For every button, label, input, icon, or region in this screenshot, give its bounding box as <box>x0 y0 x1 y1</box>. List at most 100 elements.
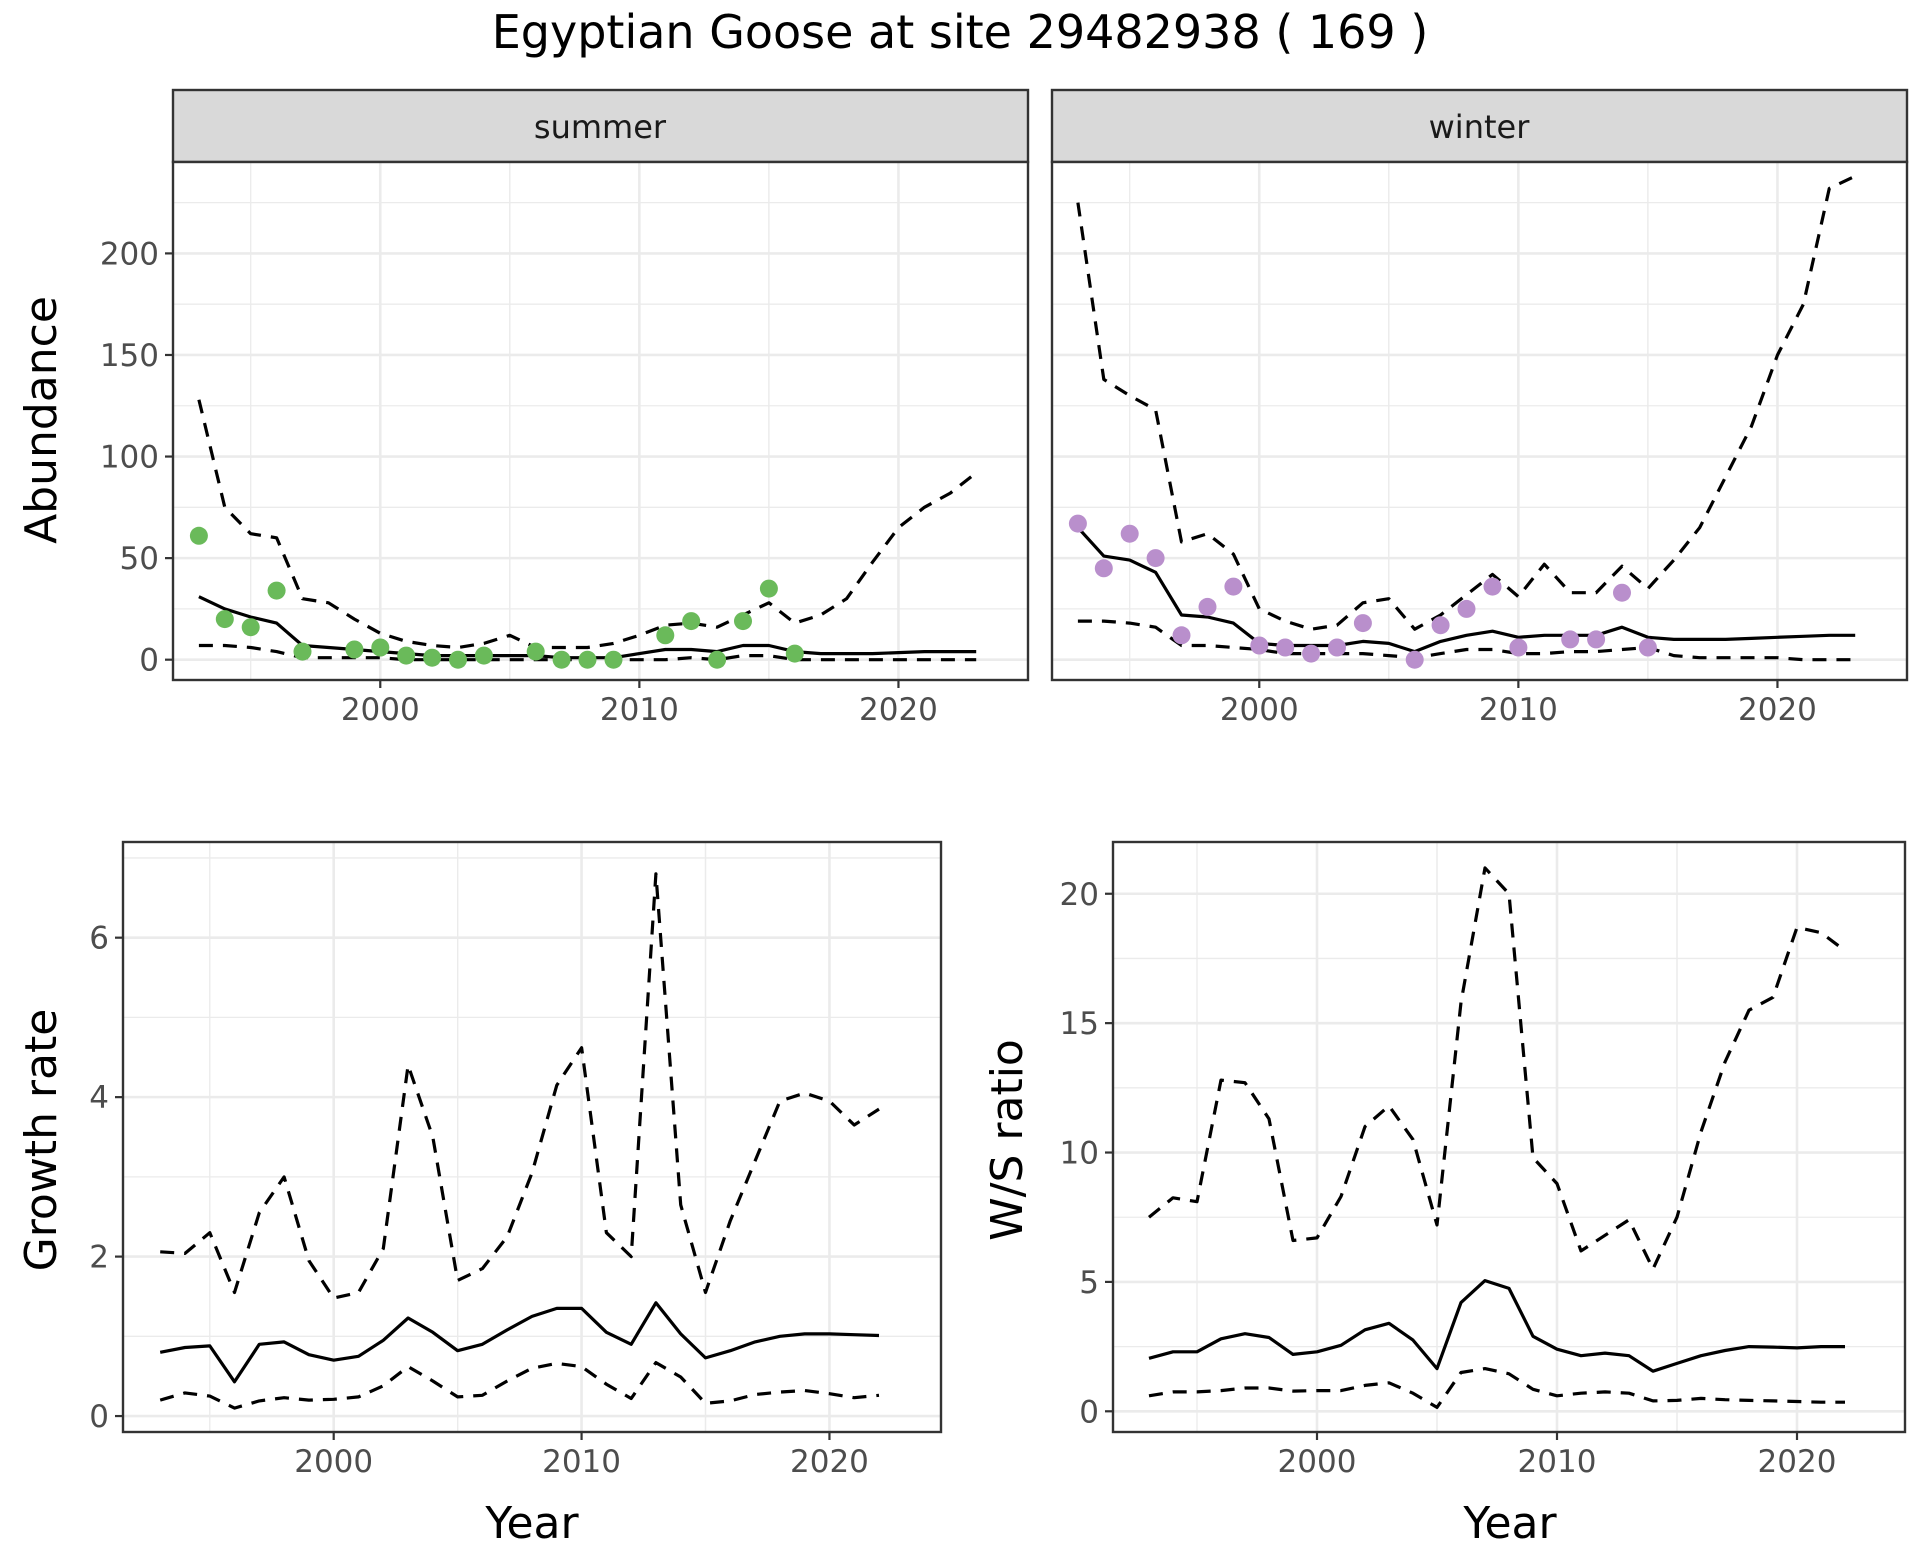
observed-count-point <box>371 638 390 657</box>
observed-count-point <box>241 618 260 637</box>
growth-rate-x-axis-title: Year <box>484 1498 579 1549</box>
observed-count-point <box>345 640 364 659</box>
observed-count-point <box>1561 630 1580 649</box>
x-tick-label: 2020 <box>859 692 938 728</box>
x-tick-label: 2010 <box>1479 692 1558 728</box>
plot-frame <box>121 840 943 1434</box>
observed-count-point <box>1302 644 1321 663</box>
observed-count-point <box>474 646 493 665</box>
observed-count-point <box>708 650 727 669</box>
observed-count-point <box>189 526 208 545</box>
observed-count-point <box>1172 626 1191 645</box>
observed-count-point <box>656 626 675 645</box>
observed-count-point <box>1250 636 1269 655</box>
observed-count-point <box>1587 630 1606 649</box>
observed-count-point <box>1405 650 1424 669</box>
observed-count-point <box>552 650 571 669</box>
upper-ci-line <box>160 872 880 1300</box>
x-tick-label: 2000 <box>294 1444 373 1480</box>
summer-strip-label: summer <box>534 108 667 146</box>
summer-strip <box>171 88 1030 164</box>
y-tick-label: 0 <box>139 643 159 679</box>
observed-count-point <box>215 610 234 629</box>
observed-count-point <box>1457 599 1476 618</box>
upper-ci-line <box>197 399 978 650</box>
estimate-line <box>159 1301 880 1384</box>
y-tick-label: 2 <box>89 1240 109 1276</box>
observed-count-point <box>293 642 312 661</box>
observed-count-point <box>1146 549 1165 568</box>
lower-ci-line <box>159 1361 880 1410</box>
x-tick-label: 2020 <box>1758 1444 1837 1480</box>
observed-count-point <box>1120 524 1139 543</box>
plot-frame <box>171 160 1030 682</box>
y-tick-label: 20 <box>1060 877 1099 913</box>
observed-count-point <box>423 648 442 667</box>
x-tick-label: 2010 <box>1518 1444 1597 1480</box>
observed-count-point <box>526 642 545 661</box>
observed-count-point <box>267 581 286 600</box>
summer-abundance-panel: summer 2000 2010 2020 0 50 100 150 200 <box>100 88 1030 728</box>
y-tick-label: 200 <box>100 236 159 272</box>
observed-count-point <box>1509 638 1528 657</box>
figure-title: Egyptian Goose at site 29482938 ( 169 ) <box>492 5 1429 59</box>
y-tick-label: 6 <box>89 921 109 957</box>
growth-rate-y-axis-title: Growth rate <box>16 1009 67 1272</box>
x-tick-label: 2010 <box>542 1444 621 1480</box>
observed-count-point <box>449 650 467 669</box>
plot-background <box>1052 162 1907 680</box>
y-tick-label: 5 <box>1079 1265 1099 1301</box>
observed-count-point <box>734 612 752 631</box>
y-tick-label: 0 <box>89 1399 109 1435</box>
y-tick-label: 10 <box>1060 1136 1099 1172</box>
observed-count-point <box>1638 638 1657 657</box>
plot-background <box>173 162 1028 680</box>
observed-count-point <box>1353 614 1372 633</box>
abundance-y-axis-title: Abundance <box>16 296 67 544</box>
y-tick-label: 15 <box>1060 1006 1099 1042</box>
winter-strip <box>1050 88 1909 164</box>
observed-count-point <box>1068 514 1087 533</box>
observed-count-point <box>578 650 597 669</box>
x-tick-label: 2010 <box>600 692 679 728</box>
x-tick-label: 2000 <box>341 692 420 728</box>
y-tick-label: 4 <box>89 1080 109 1116</box>
x-tick-label: 2000 <box>1278 1444 1357 1480</box>
plot-background <box>1113 842 1905 1432</box>
observed-count-point <box>1431 616 1450 635</box>
observed-count-point <box>1094 559 1113 578</box>
observed-count-point <box>1198 597 1217 616</box>
observed-count-point <box>1483 577 1502 596</box>
lower-ci-line <box>1077 619 1856 662</box>
observed-count-point <box>604 650 623 669</box>
ws-ratio-panel: W/S ratio Year 2000 2010 2020 0 5 10 15 20 <box>982 840 1907 1549</box>
ws-ratio-y-axis-title: W/S ratio <box>982 1039 1033 1241</box>
plot-frame <box>1111 840 1907 1434</box>
winter-abundance-panel: winter 2000 2010 2020 <box>1050 88 1909 728</box>
observed-count-point <box>1276 638 1295 657</box>
estimate-line <box>1148 1279 1845 1373</box>
y-tick-label: 150 <box>100 338 159 374</box>
observed-count-point <box>1328 638 1346 657</box>
x-tick-label: 2020 <box>790 1444 869 1480</box>
upper-ci-line <box>1147 866 1846 1271</box>
x-tick-label: 2000 <box>1220 692 1299 728</box>
observed-count-point <box>1613 583 1631 602</box>
x-tick-label: 2020 <box>1738 692 1817 728</box>
y-tick-label: 0 <box>1079 1394 1099 1430</box>
observed-count-point <box>785 644 804 663</box>
observed-count-point <box>759 579 778 598</box>
estimate-line <box>1076 526 1856 654</box>
plot-background <box>123 842 941 1432</box>
y-tick-label: 100 <box>100 440 159 476</box>
plot-frame <box>1050 160 1909 682</box>
growth-rate-panel: Growth rate Year 2000 2010 2020 0 2 4 6 <box>16 840 943 1549</box>
observed-count-point <box>1224 577 1243 596</box>
y-tick-label: 50 <box>120 541 159 577</box>
ws-ratio-x-axis-title: Year <box>1462 1498 1557 1549</box>
observed-count-point <box>682 612 701 631</box>
winter-strip-label: winter <box>1429 108 1531 146</box>
observed-count-point <box>397 646 416 665</box>
lower-ci-line <box>1148 1367 1845 1409</box>
